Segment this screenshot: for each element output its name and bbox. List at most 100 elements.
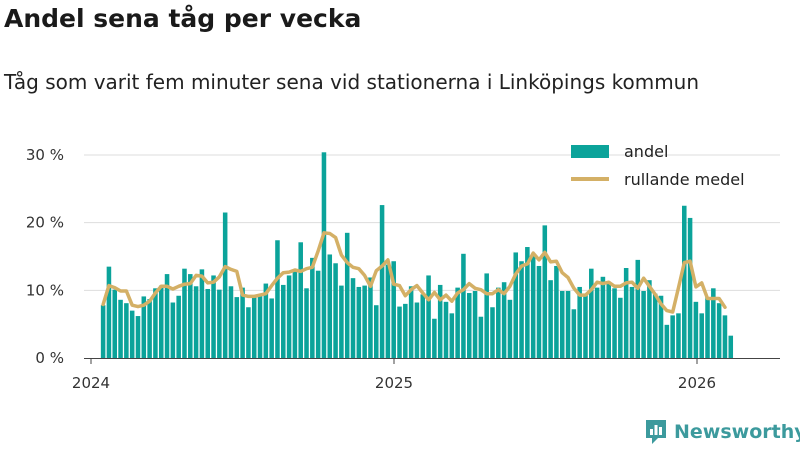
bar (344, 232, 350, 358)
bar (141, 296, 147, 358)
bar (629, 286, 635, 358)
y-tick-label: 30 % (26, 146, 64, 164)
bar (269, 298, 274, 358)
bar (490, 307, 495, 358)
bar (193, 286, 199, 358)
bar (565, 291, 571, 358)
bar (594, 287, 600, 358)
bar (676, 313, 681, 358)
bar (699, 313, 704, 358)
bar (228, 286, 234, 358)
axes: 0 % 10 % 20 % 30 % 2024 2025 2026 (26, 146, 780, 392)
bar (257, 295, 263, 358)
bar (176, 295, 181, 358)
bar (240, 287, 245, 358)
bar (461, 253, 466, 358)
chart-subtitle: Tåg som varit fem minuter sena vid stati… (4, 70, 700, 94)
bar (484, 273, 489, 358)
bar (658, 295, 664, 358)
bar (618, 297, 623, 358)
bar (606, 281, 611, 358)
bar (170, 302, 176, 358)
legend-swatch-andel (571, 145, 609, 158)
bar (275, 240, 280, 358)
x-tick-label: 2026 (678, 374, 716, 392)
bar (129, 310, 135, 358)
bar (321, 152, 327, 358)
bar (158, 285, 164, 358)
bar (292, 269, 298, 358)
bar (281, 284, 286, 358)
bar (647, 280, 652, 358)
bar (263, 283, 269, 358)
bar (211, 275, 216, 358)
newsworthy-logo-icon (646, 420, 666, 444)
bar (507, 299, 513, 358)
bar (455, 287, 460, 358)
bar (496, 287, 501, 358)
bar (670, 315, 675, 358)
bar (135, 316, 141, 358)
bar (403, 303, 408, 358)
bar (234, 297, 240, 358)
rolling-average-line (101, 231, 727, 314)
x-tick-label: 2024 (72, 374, 110, 392)
legend-label-andel: andel (624, 142, 668, 161)
bar (472, 291, 478, 358)
bar (687, 217, 693, 358)
bar (362, 285, 367, 358)
bar (217, 289, 222, 358)
bar (368, 277, 373, 358)
bar (478, 316, 484, 358)
bar (391, 261, 396, 358)
bar (513, 252, 519, 358)
bar (530, 255, 536, 358)
bar (426, 275, 431, 358)
legend: andel rullande medel (571, 142, 745, 189)
line-series (101, 231, 727, 314)
bar-series (100, 152, 734, 358)
bar (542, 225, 548, 358)
bar (246, 307, 251, 358)
y-tick-label: 0 % (35, 349, 64, 367)
y-tick-label: 10 % (26, 281, 64, 299)
bar (525, 247, 530, 358)
bar (124, 303, 129, 358)
bar (100, 305, 106, 358)
chart-title: Andel sena tåg per vecka (4, 4, 362, 33)
bar (519, 261, 524, 358)
brand-logo: Newsworthy (644, 418, 800, 446)
bar (420, 294, 426, 358)
bar (443, 301, 449, 358)
bar (379, 205, 385, 358)
bar (147, 299, 152, 358)
bar (711, 288, 716, 358)
bar (554, 265, 559, 358)
bar (333, 263, 338, 358)
bar (350, 278, 356, 358)
bar (641, 291, 646, 358)
bar (164, 274, 170, 358)
bar (222, 212, 228, 358)
x-tick-label: 2025 (375, 374, 413, 392)
bar (466, 293, 472, 358)
bar (432, 318, 437, 358)
bar (339, 285, 344, 358)
bar (722, 315, 728, 358)
bar (437, 284, 443, 358)
bar (449, 313, 455, 358)
bar (559, 291, 565, 358)
bar (199, 269, 205, 358)
bar (315, 270, 321, 358)
bar (501, 282, 507, 358)
bar (298, 242, 303, 358)
bar (153, 288, 158, 358)
bar (571, 309, 577, 358)
bar (118, 299, 123, 358)
bar (635, 259, 641, 358)
bar (408, 286, 414, 358)
legend-label-rullande-medel: rullande medel (624, 170, 745, 189)
bar (623, 268, 629, 358)
y-tick-label: 20 % (26, 214, 64, 232)
